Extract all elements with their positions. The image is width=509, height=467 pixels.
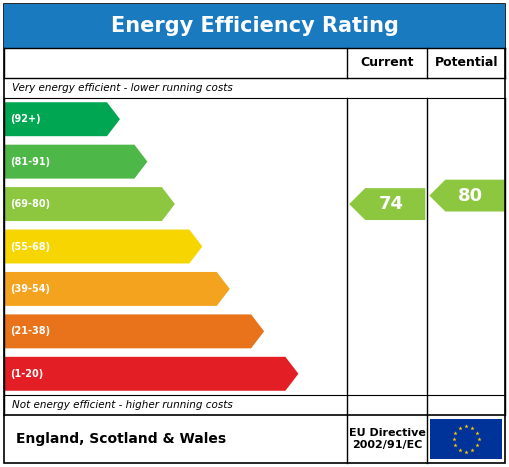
Polygon shape (4, 102, 120, 136)
Text: (92+): (92+) (10, 114, 41, 124)
Text: C: C (176, 195, 188, 213)
Text: (21-38): (21-38) (10, 326, 50, 336)
Polygon shape (4, 229, 202, 263)
Text: EU Directive
2002/91/EC: EU Directive 2002/91/EC (349, 428, 426, 450)
Polygon shape (4, 272, 230, 306)
Text: England, Scotland & Wales: England, Scotland & Wales (16, 432, 226, 446)
Text: F: F (265, 322, 276, 340)
Text: Energy Efficiency Rating: Energy Efficiency Rating (110, 16, 399, 36)
Text: Current: Current (360, 57, 414, 70)
Polygon shape (4, 145, 148, 178)
Text: Very energy efficient - lower running costs: Very energy efficient - lower running co… (12, 83, 233, 93)
Polygon shape (349, 188, 426, 220)
Polygon shape (430, 180, 504, 212)
Text: (69-80): (69-80) (10, 199, 50, 209)
Bar (430, 418, 502, 460)
Bar (4, 4, 505, 48)
Text: 80: 80 (458, 187, 483, 205)
Text: A: A (121, 110, 134, 128)
Text: Not energy efficient - higher running costs: Not energy efficient - higher running co… (12, 400, 233, 410)
Polygon shape (4, 314, 264, 348)
Text: 74: 74 (379, 195, 404, 213)
Text: (1-20): (1-20) (10, 369, 43, 379)
Text: Potential: Potential (434, 57, 498, 70)
Text: D: D (203, 238, 217, 255)
Text: (39-54): (39-54) (10, 284, 50, 294)
Text: E: E (231, 280, 242, 298)
Polygon shape (4, 187, 175, 221)
Polygon shape (4, 357, 298, 391)
Text: B: B (149, 153, 161, 170)
Text: (81-91): (81-91) (10, 156, 50, 167)
Text: (55-68): (55-68) (10, 241, 50, 252)
Text: G: G (299, 365, 313, 383)
